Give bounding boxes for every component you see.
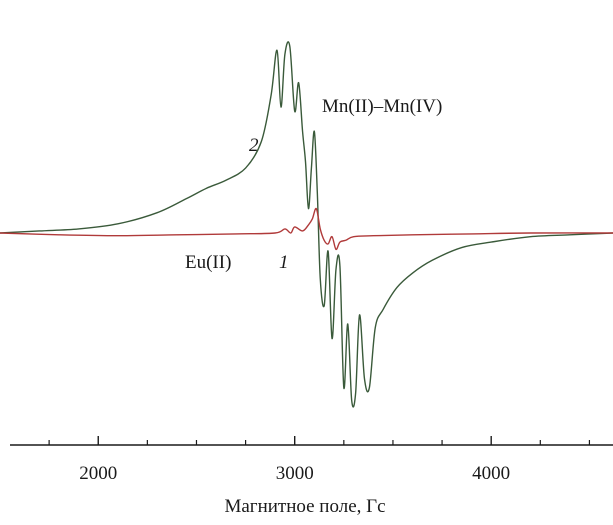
x-tick-label: 4000: [472, 463, 510, 484]
series-line-2: [0, 41, 613, 408]
x-axis-title: Магнитное поле, Гс: [224, 496, 385, 517]
plot-area: [0, 41, 613, 408]
curve-1-label: 1: [279, 252, 289, 273]
x-tick-label: 2000: [79, 463, 117, 484]
series-line-1: [0, 207, 613, 251]
x-axis-ticks: 2000 3000 4000: [48, 436, 591, 484]
annotation-mn-signal: Mn(II)–Mn(IV): [322, 96, 442, 117]
annotation-eu-signal: Eu(II): [185, 252, 231, 273]
curve-2-label: 2: [249, 135, 259, 156]
x-axis: 2000 3000 4000: [10, 436, 613, 484]
x-tick-label: 3000: [276, 463, 314, 484]
